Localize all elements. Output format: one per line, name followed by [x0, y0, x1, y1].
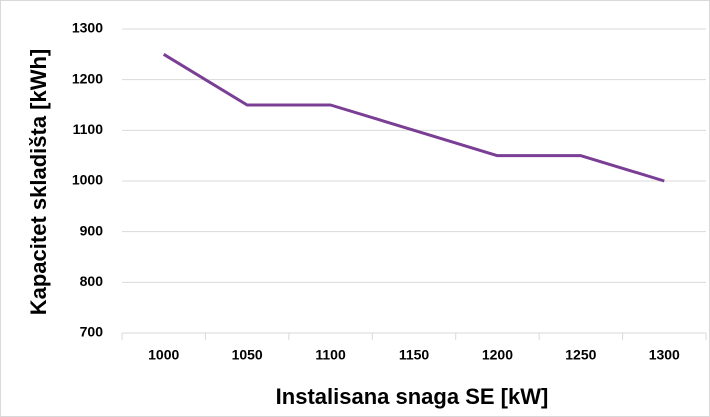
y-tick-label: 1000 — [72, 172, 103, 188]
data-line — [162, 53, 665, 183]
x-tick-label: 1100 — [315, 347, 346, 363]
y-tick-label: 1100 — [73, 121, 104, 137]
x-tick-label: 1250 — [565, 347, 596, 363]
y-tick-label: 900 — [80, 222, 104, 238]
y-axis-title: Kapacitet skladišta [kWh] — [26, 49, 51, 316]
y-tick-label: 800 — [80, 273, 104, 289]
y-tick-label: 700 — [80, 324, 104, 340]
x-tick-label: 1150 — [399, 347, 430, 363]
x-tick-label: 1300 — [649, 347, 680, 363]
x-axis-title: Instalisana snaga SE [kW] — [276, 384, 549, 409]
x-tick-label: 1000 — [148, 347, 179, 363]
x-tick-label: 1200 — [482, 347, 513, 363]
y-tick-label: 1300 — [72, 20, 103, 36]
x-tick-label: 1050 — [232, 347, 263, 363]
y-tick-label: 1200 — [72, 70, 103, 86]
